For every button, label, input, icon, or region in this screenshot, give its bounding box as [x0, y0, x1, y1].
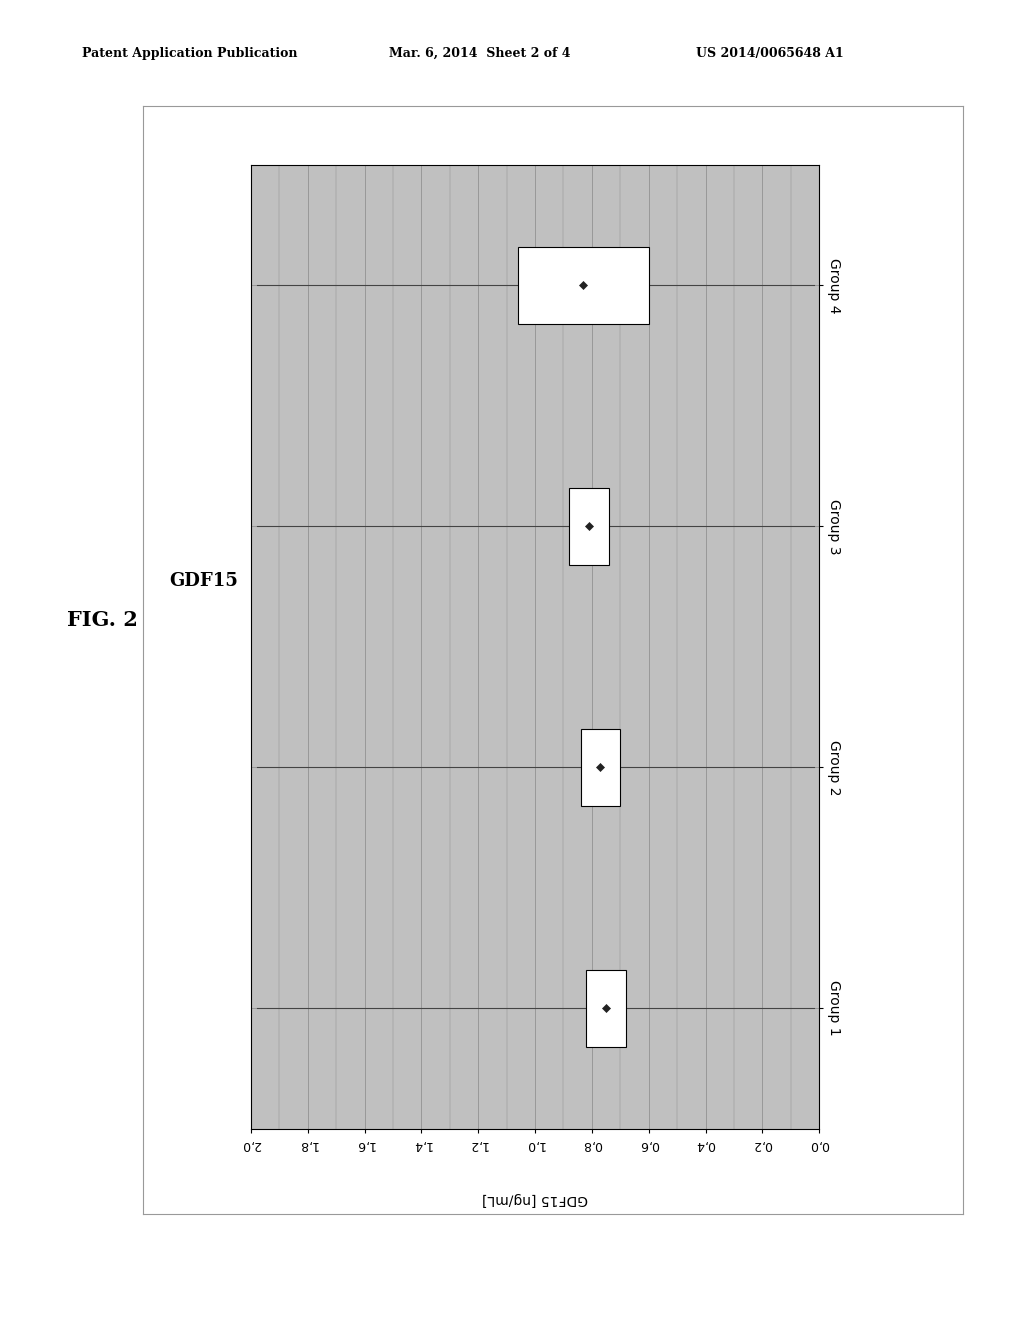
Bar: [518, 247, 649, 323]
Bar: [586, 970, 626, 1047]
Text: Mar. 6, 2014  Sheet 2 of 4: Mar. 6, 2014 Sheet 2 of 4: [389, 46, 570, 59]
Text: GDF15: GDF15: [169, 572, 238, 590]
Bar: [569, 488, 609, 565]
Text: Patent Application Publication: Patent Application Publication: [82, 46, 297, 59]
Text: US 2014/0065648 A1: US 2014/0065648 A1: [696, 46, 844, 59]
X-axis label: GDF15 [ng/mL]: GDF15 [ng/mL]: [482, 1192, 588, 1206]
Bar: [581, 729, 621, 805]
Text: FIG. 2: FIG. 2: [67, 610, 137, 631]
